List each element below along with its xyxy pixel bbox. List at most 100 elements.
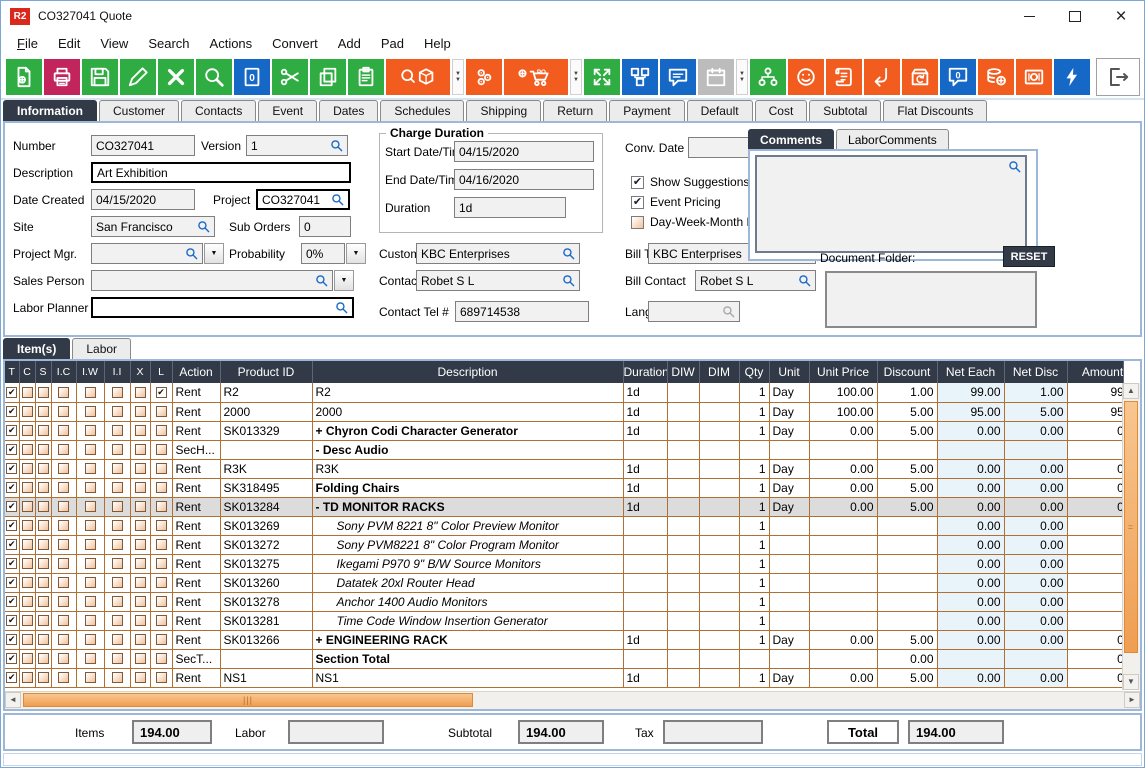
cell-unit[interactable] xyxy=(769,554,810,574)
cell-desc[interactable]: Ikegami P970 9" B/W Source Monitors xyxy=(312,554,624,574)
cell-net-disc[interactable]: 0.00 xyxy=(1004,573,1068,593)
cell-action[interactable]: Rent xyxy=(172,592,221,612)
search-icon[interactable] xyxy=(562,247,575,260)
row-checkbox[interactable]: ✔ xyxy=(6,653,18,664)
tab-default[interactable]: Default xyxy=(686,100,753,121)
row-checkbox[interactable] xyxy=(84,482,96,493)
tab-item-s-[interactable]: Item(s) xyxy=(3,338,71,359)
cell-action[interactable]: Rent xyxy=(172,497,221,517)
row-checkbox[interactable]: ✔ xyxy=(6,558,18,569)
checkbox-event-pricing[interactable]: ✔ Event Pricing xyxy=(631,195,721,209)
row-checkbox[interactable] xyxy=(155,634,167,645)
checkbox-icon[interactable]: ✔ xyxy=(631,195,644,209)
search-icon[interactable] xyxy=(330,139,343,152)
table-row[interactable]: ✔ Rent SK013266 + ENGINEERING RACK 1d 1 Day 0.0… xyxy=(5,630,1124,650)
table-row[interactable]: ✔ Rent SK013269 Sony PVM 8221 8" Color Prev… xyxy=(5,516,1124,536)
cell-qty[interactable]: 1 xyxy=(739,478,770,498)
row-checkbox[interactable] xyxy=(155,596,167,607)
cell-desc[interactable]: Time Code Window Insertion Generator xyxy=(312,611,624,631)
cut-button[interactable] xyxy=(272,58,308,95)
cell-net-each[interactable]: 0.00 xyxy=(937,630,1005,650)
row-checkbox[interactable] xyxy=(21,501,33,512)
cell-unit[interactable]: Day xyxy=(769,421,810,441)
row-checkbox[interactable] xyxy=(21,539,33,550)
row-checkbox[interactable] xyxy=(37,386,49,398)
cell-qty[interactable]: 1 xyxy=(739,402,770,422)
cell-discount[interactable]: 5.00 xyxy=(877,668,938,688)
table-row[interactable]: ✔ Rent 2000 2000 1d 1 Day 100.00 5.00 95.00 5.00 95… xyxy=(5,402,1124,422)
tab-contacts[interactable]: Contacts xyxy=(181,100,257,121)
cell-unit-price[interactable] xyxy=(809,573,878,593)
search-icon[interactable] xyxy=(335,301,348,314)
row-checkbox[interactable] xyxy=(84,577,96,588)
cell-discount[interactable]: 0.00 xyxy=(877,649,938,669)
row-checkbox[interactable] xyxy=(111,577,123,588)
row-checkbox[interactable] xyxy=(84,444,96,455)
row-checkbox[interactable] xyxy=(134,634,146,645)
row-checkbox[interactable] xyxy=(84,406,96,417)
cell-action[interactable]: Rent xyxy=(172,383,221,403)
cell-unit-price[interactable] xyxy=(809,516,878,536)
row-checkbox[interactable]: ✔ xyxy=(6,501,18,512)
cell-unit[interactable] xyxy=(769,611,810,631)
cell-desc[interactable]: R2 xyxy=(312,383,624,403)
cell-product[interactable]: SK013281 xyxy=(220,611,313,631)
row-checkbox[interactable] xyxy=(134,406,146,417)
comment-button[interactable] xyxy=(660,58,696,95)
column-header-s[interactable]: S xyxy=(35,361,52,383)
table-row[interactable]: ✔ Rent SK013275 Ikegami P970 9" B/W Source … xyxy=(5,554,1124,574)
column-header-qty[interactable]: Qty xyxy=(739,361,770,383)
tab-cost[interactable]: Cost xyxy=(754,100,808,121)
cell-unit-price[interactable]: 0.00 xyxy=(809,497,878,517)
cell-net-disc[interactable]: 0.00 xyxy=(1004,611,1068,631)
row-checkbox[interactable] xyxy=(84,425,96,436)
cell-action[interactable]: Rent xyxy=(172,421,221,441)
cell-amount[interactable]: 95.00 xyxy=(1067,402,1124,422)
cell-unit[interactable] xyxy=(769,592,810,612)
row-checkbox[interactable] xyxy=(84,386,96,398)
row-checkbox[interactable] xyxy=(84,596,96,607)
row-checkbox[interactable] xyxy=(155,406,167,417)
cell-amount[interactable]: 0.00 xyxy=(1067,668,1124,688)
cell-net-each[interactable]: 0.00 xyxy=(937,421,1005,441)
cell-diw[interactable] xyxy=(667,421,700,441)
table-row[interactable]: ✔ Rent SK013260 Datatek 20xl Router Head 1 0.… xyxy=(5,573,1124,593)
cell-action[interactable]: Rent xyxy=(172,630,221,650)
row-checkbox[interactable] xyxy=(111,558,123,569)
tab-schedules[interactable]: Schedules xyxy=(380,100,465,121)
row-checkbox[interactable] xyxy=(21,482,33,493)
row-checkbox[interactable] xyxy=(37,501,49,512)
row-checkbox[interactable] xyxy=(84,520,96,531)
cell-action[interactable]: Rent xyxy=(172,554,221,574)
search-icon[interactable] xyxy=(798,274,811,287)
cell-diw[interactable] xyxy=(667,535,700,555)
probability-dropdown[interactable]: ▼ xyxy=(346,243,366,264)
row-checkbox[interactable] xyxy=(58,482,69,493)
cell-diw[interactable] xyxy=(667,630,700,650)
cell-net-disc[interactable]: 5.00 xyxy=(1004,402,1068,422)
cell-action[interactable]: Rent xyxy=(172,535,221,555)
row-checkbox[interactable] xyxy=(37,653,49,664)
row-checkbox[interactable] xyxy=(21,444,33,455)
search-button[interactable] xyxy=(196,58,232,95)
row-checkbox[interactable]: ✔ xyxy=(6,425,18,436)
row-checkbox[interactable] xyxy=(134,501,146,512)
cell-desc[interactable]: + ENGINEERING RACK xyxy=(312,630,624,650)
menu-view[interactable]: View xyxy=(100,35,129,51)
row-checkbox[interactable] xyxy=(111,406,123,417)
cell-product[interactable]: R2 xyxy=(220,383,313,403)
column-header-ii[interactable]: I.I xyxy=(104,361,131,383)
cell-amount[interactable]: 0.00 xyxy=(1067,630,1124,650)
cell-action[interactable]: Rent xyxy=(172,573,221,593)
cell-desc[interactable]: - TD MONITOR RACKS xyxy=(312,497,624,517)
search-icon[interactable] xyxy=(331,193,344,206)
row-checkbox[interactable]: ✔ xyxy=(6,615,18,626)
row-checkbox[interactable] xyxy=(134,653,146,664)
row-checkbox[interactable] xyxy=(134,558,146,569)
row-checkbox[interactable] xyxy=(37,539,49,550)
cell-unit[interactable]: Day xyxy=(769,383,810,403)
cell-unit[interactable]: Day xyxy=(769,668,810,688)
settings-gears-button[interactable] xyxy=(466,58,502,95)
cell-diw[interactable] xyxy=(667,649,700,669)
